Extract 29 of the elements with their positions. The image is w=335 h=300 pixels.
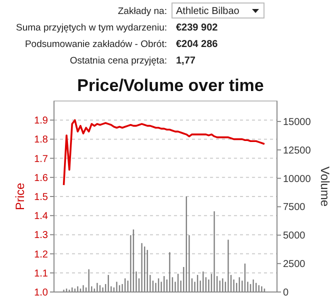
y-tick-label: 1.1 (34, 268, 48, 280)
y-tick-label: 1.8 (34, 134, 48, 146)
text: 1,77 (176, 56, 196, 66)
y-tick-label: 1.5 (34, 192, 48, 203)
y2-tick-label: 10000 (283, 174, 312, 185)
y-tick-label: 1.6 (34, 172, 48, 184)
text: Podsumowanie zakładów - Obrót: (24, 39, 167, 50)
y-tick-label: 1.0 (34, 288, 48, 298)
y2-tick-label: 2500 (283, 259, 306, 270)
y-tick-label: 1.7 (34, 154, 48, 165)
text: Ostatnia cena przyjęta: (70, 56, 167, 66)
y-tick-label: 1.2 (34, 249, 48, 260)
y-axis-title: Price (13, 182, 27, 210)
text: Suma przyjętych w tym wydarzeniu: (16, 22, 167, 34)
dropdown: Athletic Bilbao (172, 2, 264, 18)
y2-tick-label: 5000 (283, 230, 306, 242)
y2-tick-label: 0 (283, 288, 289, 298)
text: €239 902 (176, 22, 218, 34)
y2-tick-label: 15000 (283, 116, 312, 128)
y-tick-label: 1.4 (34, 211, 48, 222)
text: €204 286 (176, 39, 218, 50)
y-tick-label: 1.3 (34, 230, 48, 242)
line-series (62, 119, 266, 186)
y2-tick-label: 7500 (283, 202, 306, 214)
y2-axis-title: Volume (318, 166, 332, 207)
y2-tick-label: 12500 (283, 145, 312, 156)
text: Zakłady na: (118, 6, 167, 17)
chart-title: Price/Volume over time (77, 76, 264, 95)
y-tick-label: 1.9 (34, 116, 48, 127)
